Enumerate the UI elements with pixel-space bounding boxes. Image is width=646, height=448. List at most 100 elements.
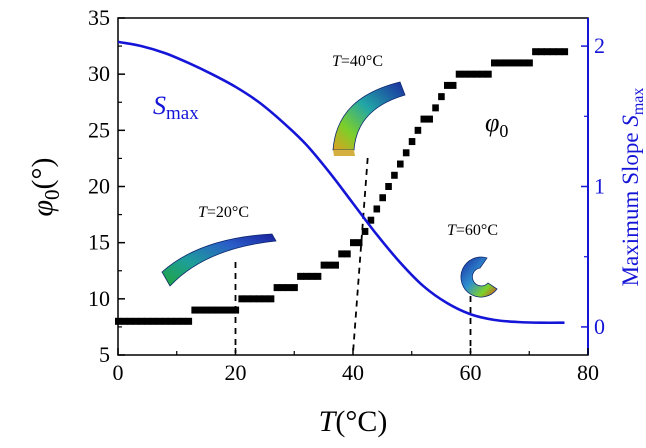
phi0-point — [432, 104, 439, 112]
phi0-point — [350, 239, 357, 247]
phi0-point — [549, 48, 557, 56]
x-tick-label: 80 — [577, 360, 599, 385]
phi0-point — [156, 317, 163, 325]
phi0-point — [385, 183, 392, 190]
phi0-point — [308, 272, 316, 280]
y-left-axis-title-unit: (°) — [26, 157, 59, 189]
phi0-point — [444, 81, 451, 89]
annotation-value: =20°C — [207, 204, 249, 221]
phi0-point — [167, 317, 175, 325]
annotation-var: T — [198, 204, 208, 221]
phi0-point — [426, 115, 433, 123]
dashed-markers — [234, 157, 472, 354]
phi0-point — [438, 93, 445, 101]
series-phi0 — [115, 48, 569, 325]
phi0-point — [332, 261, 339, 269]
phi0-point — [191, 306, 198, 314]
phi0-point — [185, 317, 193, 325]
series-label-smax-var: S — [153, 91, 166, 120]
phi0-point — [561, 48, 569, 56]
y-left-tick-label: 35 — [88, 5, 110, 30]
temperature-annotations: T=20°CT=40°CT=60°C — [198, 53, 498, 239]
phi0-point — [314, 272, 322, 280]
phi0-point — [250, 295, 257, 303]
smax-line — [117, 40, 565, 325]
phi0-point — [520, 59, 527, 67]
phi0-point — [120, 317, 128, 325]
annotation-var: T — [447, 222, 457, 239]
phi0-point — [238, 295, 245, 303]
phi0-point — [420, 115, 428, 123]
y-right-axis-title: Maximum Slope Smax — [618, 88, 646, 287]
phi0-point — [197, 306, 204, 314]
phi0-point — [491, 59, 498, 67]
annotation-value: =60°C — [456, 222, 498, 239]
phi0-point — [361, 227, 369, 235]
phi0-point — [179, 317, 187, 325]
phi0-point — [473, 70, 480, 78]
phi0-point — [391, 171, 398, 179]
y-right-axis-title-var: S — [618, 115, 643, 127]
phi0-point — [126, 317, 134, 325]
phi0-point — [256, 295, 263, 303]
phi0-point — [273, 284, 281, 292]
phi0-point — [449, 81, 457, 89]
series-label-phi0-sub: 0 — [499, 121, 508, 141]
phi0-point — [214, 306, 222, 314]
phi0-point — [338, 250, 345, 258]
y-left-axis-title-sub: 0 — [40, 189, 64, 200]
y-left-tick-label: 20 — [88, 174, 110, 199]
series-label-phi0: φ0 — [485, 108, 508, 141]
annotation-var: T — [332, 53, 342, 70]
inset-shape-40c — [332, 81, 406, 156]
y-right-tick-label: 1 — [594, 174, 605, 199]
phi0-point — [203, 306, 210, 314]
phi0-point — [373, 205, 381, 213]
phi0-point — [402, 149, 410, 157]
phi0-point — [479, 70, 486, 78]
phi0-point — [344, 250, 351, 258]
y-right-axis-title-sub: max — [630, 88, 646, 116]
phi0-point — [508, 59, 516, 67]
phi0-point — [538, 48, 545, 56]
temperature-annotation: T=60°C — [447, 222, 498, 239]
series-label-phi0-var: φ — [485, 108, 499, 137]
phi0-point — [367, 216, 375, 224]
y-left-tick-label: 10 — [88, 286, 110, 311]
phi0-point — [138, 317, 146, 325]
y-left-tick-label: 30 — [88, 61, 110, 86]
phi0-point — [209, 306, 216, 314]
phi0-point — [291, 284, 298, 292]
phi0-point — [320, 261, 328, 269]
x-ticks: 0 20 40 60 80 — [113, 348, 599, 385]
phi0-point — [514, 59, 522, 67]
phi0-point — [526, 59, 533, 67]
x-tick-label: 60 — [460, 360, 482, 385]
phi0-point — [285, 284, 292, 292]
phi0-point — [532, 48, 539, 56]
y-right-tick-label: 2 — [594, 33, 605, 58]
y-left-axis-title: φ0(°) — [26, 157, 64, 216]
phi0-point — [261, 295, 269, 303]
y-right-ticks: 0 1 2 — [581, 33, 605, 339]
y-left-tick-label: 5 — [99, 342, 110, 367]
inset-shape-20c — [161, 233, 277, 287]
series-label-smax-sub: max — [166, 103, 199, 124]
series-smax — [117, 40, 565, 325]
phi0-point — [279, 284, 287, 292]
y-left-ticks: 5 10 15 20 25 30 35 — [88, 5, 125, 367]
phi0-point — [455, 70, 463, 78]
phi0-point — [379, 194, 386, 202]
phi0-point — [162, 317, 169, 325]
temperature-annotation: T=40°C — [332, 53, 383, 70]
x-tick-label: 20 — [225, 360, 247, 385]
y-right-tick-label: 0 — [594, 314, 605, 339]
phi0-point — [303, 272, 310, 280]
phi0-point — [220, 306, 228, 314]
phi0-point — [414, 126, 422, 134]
phi0-point — [244, 295, 251, 303]
phi0-point — [355, 239, 363, 247]
phi0-point — [408, 138, 416, 146]
phi0-point — [173, 317, 181, 325]
